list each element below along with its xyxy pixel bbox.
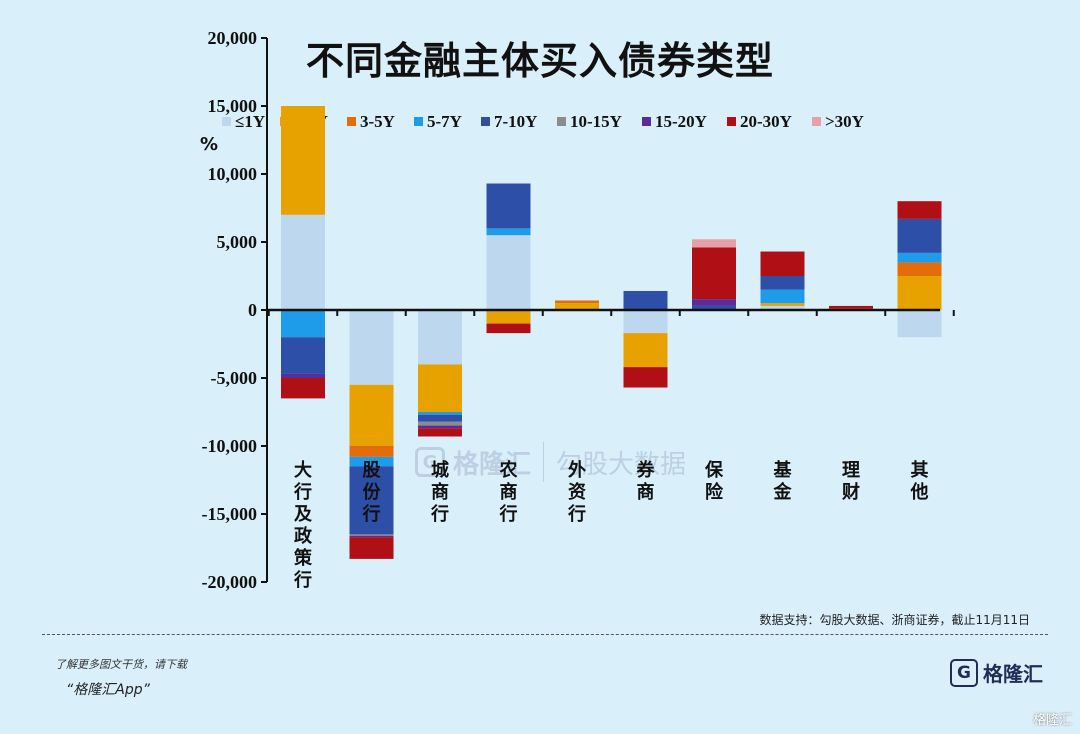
bar-5-0 <box>623 310 668 334</box>
y-tick-label-0: 20,000 <box>208 28 258 48</box>
legend-swatch-8 <box>812 117 821 126</box>
bar-5-4 <box>623 290 668 310</box>
bar-7-0 <box>760 305 805 310</box>
bar-1-4 <box>349 466 394 535</box>
y-tick-label-7: -15,000 <box>202 504 258 524</box>
x-tick-label-1: 股份行 <box>362 460 382 525</box>
y-tick-label-8: -20,000 <box>202 572 258 592</box>
corner-watermark: 格隆汇 <box>1032 713 1072 728</box>
y-tick-label-3: 5,000 <box>217 232 258 252</box>
bar-3-4 <box>486 183 531 229</box>
bar-3-1 <box>486 310 531 324</box>
legend-label-6: 15-20Y <box>655 112 707 131</box>
x-tick-label-0: 大行及政策行 <box>293 459 313 591</box>
bar-2-6 <box>418 425 462 429</box>
bar-5-7 <box>623 367 668 388</box>
y-tick-label-6: -10,000 <box>202 436 258 456</box>
legend-label-4: 7-10Y <box>494 112 537 131</box>
legend-swatch-4 <box>481 117 490 126</box>
bar-1-0 <box>349 310 394 385</box>
bar-1-3 <box>349 456 394 467</box>
bar-4-2 <box>555 300 599 304</box>
bar-2-4 <box>418 414 462 422</box>
bar-3-7 <box>486 323 531 334</box>
bar-4-1 <box>555 303 599 310</box>
bar-5-1 <box>623 333 668 368</box>
bar-1-7 <box>349 537 394 559</box>
bar-0-3 <box>281 310 325 338</box>
bar-7-7 <box>760 251 805 276</box>
bar-1-1 <box>349 384 394 446</box>
legend-swatch-3 <box>414 117 423 126</box>
legend-swatch-2 <box>347 117 356 126</box>
bar-6-8 <box>692 239 736 248</box>
promo-text: 了解更多图文干货，请下载 <box>55 658 187 671</box>
y-tick-label-1: 15,000 <box>208 96 258 116</box>
watermark: G 格隆汇 勾股大数据 <box>415 442 686 482</box>
bar-0-4 <box>281 337 325 374</box>
legend-label-5: 10-15Y <box>570 112 622 131</box>
x-tick-label-5: 券商 <box>636 459 656 503</box>
data-source: 数据支持：勾股大数据、浙商证券，截止11月11日 <box>759 613 1030 627</box>
brand-g-icon: G <box>950 658 978 687</box>
x-tick-label-2: 城商行 <box>430 459 449 525</box>
bar-9-7 <box>897 201 942 219</box>
bar-0-7 <box>281 378 325 399</box>
legend-label-7: 20-30Y <box>740 112 792 131</box>
bar-0-0 <box>281 214 325 310</box>
legend-swatch-7 <box>727 117 736 126</box>
bar-7-1 <box>760 303 805 306</box>
x-tick-label-3: 农商行 <box>499 459 518 525</box>
bar-0-6 <box>281 373 325 378</box>
bar-1-5 <box>349 534 394 536</box>
bar-9-0 <box>897 310 942 338</box>
watermark-divider <box>543 442 545 482</box>
legend-swatch-6 <box>642 117 651 126</box>
bar-2-1 <box>418 364 462 412</box>
chart: ≤1Y1-3Y3-5Y5-7Y7-10Y10-15Y15-20Y20-30Y>3… <box>200 28 955 592</box>
x-tick-label-6: 保险 <box>704 459 724 503</box>
x-tick-label-8: 理财 <box>842 460 860 503</box>
legend-label-0: ≤1Y <box>235 112 265 131</box>
bar-2-0 <box>418 310 462 365</box>
bar-7-4 <box>760 276 805 290</box>
y-tick-label-2: 10,000 <box>208 164 258 184</box>
y-tick-label-4: 0 <box>248 300 257 320</box>
bar-9-2 <box>897 262 942 276</box>
watermark-logo-icon: G <box>415 447 445 477</box>
bar-1-2 <box>349 446 394 457</box>
bar-1-6 <box>349 535 394 538</box>
bar-9-4 <box>897 218 942 253</box>
bar-8-7 <box>829 305 873 309</box>
bar-9-3 <box>897 252 942 263</box>
legend-label-3: 5-7Y <box>427 112 462 131</box>
legend-label-2: 3-5Y <box>360 112 395 131</box>
bar-2-3 <box>418 412 462 415</box>
bar-2-5 <box>418 421 462 426</box>
watermark-name2: 勾股大数据 <box>556 449 687 480</box>
chart-title: 不同金融主体买入债券类型 <box>305 39 774 83</box>
y-tick-label-5: -5,000 <box>211 368 258 388</box>
bar-6-4 <box>692 305 736 310</box>
y-axis-unit: % <box>200 134 218 155</box>
bar-2-7 <box>418 428 462 437</box>
bar-3-3 <box>486 228 531 236</box>
bar-6-7 <box>692 247 736 300</box>
footer-divider <box>42 634 1048 635</box>
bar-7-3 <box>760 289 805 304</box>
legend-label-8: >30Y <box>825 112 864 131</box>
bar-3-0 <box>486 235 531 310</box>
watermark-name: 格隆汇 <box>453 449 532 480</box>
x-tick-label-9: 其他 <box>910 460 929 503</box>
x-tick-label-4: 外资行 <box>567 459 586 525</box>
bar-9-1 <box>897 276 942 310</box>
legend-swatch-0 <box>222 117 231 126</box>
legend-swatch-5 <box>557 117 566 126</box>
x-tick-label-7: 基金 <box>773 459 793 503</box>
bar-0-1 <box>281 106 325 215</box>
promo-app-name[interactable]: “格隆汇App” <box>66 682 150 698</box>
brand-logo[interactable]: G 格隆汇 <box>950 658 1043 687</box>
bar-6-6 <box>692 299 736 306</box>
brand-name: 格隆汇 <box>983 662 1043 686</box>
